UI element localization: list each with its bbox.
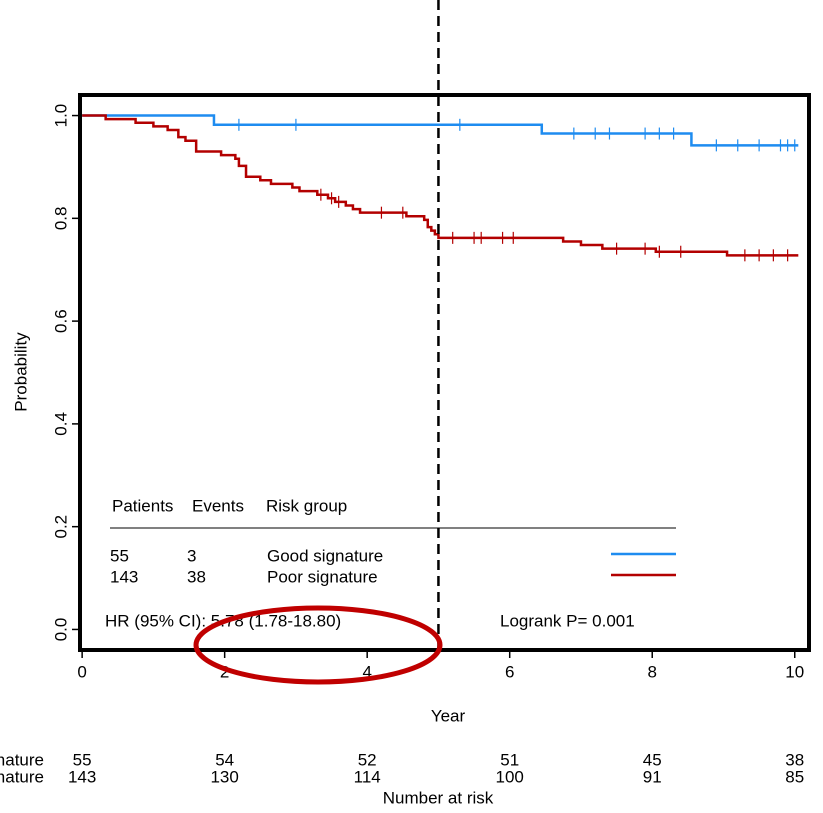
- risk-count: 114: [354, 767, 381, 786]
- risk-count: 91: [643, 767, 662, 786]
- risk-count: 45: [643, 750, 662, 769]
- x-axis-label: Year: [431, 706, 466, 725]
- risk-count: 52: [358, 750, 377, 769]
- logrank-p: Logrank P= 0.001: [500, 611, 635, 630]
- risk-count: 55: [73, 750, 92, 769]
- x-tick-label: 0: [77, 662, 86, 681]
- legend-events: 38: [187, 567, 206, 586]
- legend-header: Risk group: [266, 496, 347, 515]
- x-tick-label: 10: [785, 662, 804, 681]
- y-tick-label: 0.6: [51, 309, 70, 333]
- risk-count: 143: [68, 767, 96, 786]
- survival-curve: [82, 114, 799, 257]
- x-tick-label: 4: [362, 662, 371, 681]
- y-axis-label: Probability: [11, 332, 30, 412]
- plot-frame: [78, 93, 811, 652]
- y-tick-label: 0.2: [51, 515, 70, 539]
- risk-count: 51: [500, 750, 519, 769]
- legend-patients: 143: [110, 567, 138, 586]
- highlight-ellipse: [193, 605, 443, 685]
- y-tick-label: 0.0: [51, 618, 70, 642]
- legend-group: Good signature: [267, 546, 383, 565]
- x-tick-label: 8: [647, 662, 656, 681]
- legend-header: Patients: [112, 496, 173, 515]
- x-tick-label: 6: [505, 662, 514, 681]
- risk-count: 130: [210, 767, 238, 786]
- risk-count: 38: [785, 750, 804, 769]
- x-tick-label: 2: [220, 662, 229, 681]
- legend-events: 3: [187, 546, 196, 565]
- y-tick-label: 0.4: [51, 412, 70, 436]
- legend-header: Events: [192, 496, 244, 515]
- y-tick-label: 1.0: [51, 104, 70, 128]
- risk-count: 54: [215, 750, 234, 769]
- y-tick-label: 0.8: [51, 207, 70, 231]
- legend-group: Poor signature: [267, 567, 378, 586]
- legend-patients: 55: [110, 546, 129, 565]
- survival-curve: [82, 114, 799, 147]
- risk-row-label: Good signature: [0, 750, 44, 769]
- risk-count: 85: [785, 767, 804, 786]
- risk-count: 100: [496, 767, 524, 786]
- risk-row-label: Poor signature: [0, 767, 44, 786]
- risk-table-title: Number at risk: [383, 788, 494, 807]
